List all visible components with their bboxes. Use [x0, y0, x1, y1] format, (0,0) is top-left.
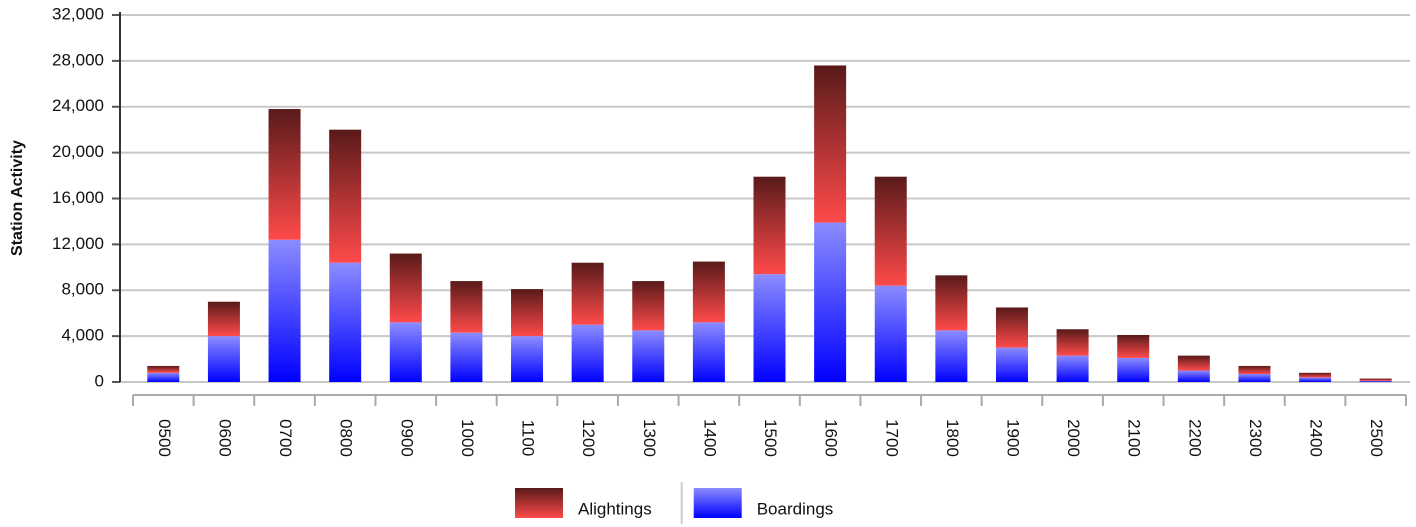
- x-tick-label: 1600: [822, 419, 841, 457]
- bar-segment: [329, 129, 362, 263]
- y-tick-label: 20,000: [52, 142, 104, 161]
- bar-segment: [1238, 373, 1271, 382]
- bar-segment: [1238, 365, 1271, 374]
- y-tick-label: 0: [95, 371, 104, 390]
- bar-segment: [571, 324, 604, 382]
- bar-segment: [1117, 357, 1150, 382]
- bar-segment: [207, 336, 240, 382]
- bar-segment: [389, 322, 422, 382]
- x-tick-label: 2300: [1246, 419, 1265, 457]
- bar-segment: [995, 347, 1028, 382]
- bar-segment: [874, 176, 907, 286]
- x-tick-label: 1500: [761, 419, 780, 457]
- x-tick-label: 1800: [943, 419, 962, 457]
- y-tick-label: 12,000: [52, 234, 104, 253]
- x-tick-label: 2000: [1064, 419, 1083, 457]
- x-tick-label: 2200: [1185, 419, 1204, 457]
- y-tick-label: 24,000: [52, 96, 104, 115]
- bar-segment: [632, 281, 665, 331]
- bar-segment: [1117, 334, 1150, 358]
- x-tick-label: 1700: [882, 419, 901, 457]
- x-tick-label: 0800: [337, 419, 356, 457]
- y-tick-label: 4,000: [61, 326, 104, 345]
- y-tick-label: 16,000: [52, 188, 104, 207]
- bar-segment: [147, 372, 180, 382]
- bar-segment: [1177, 355, 1210, 371]
- x-tick-label: 1100: [519, 420, 538, 457]
- x-tick-label: 1400: [700, 419, 719, 457]
- bar-segment: [329, 262, 362, 382]
- y-axis-label: Station Activity: [9, 140, 26, 256]
- bar-segment: [814, 65, 847, 223]
- x-tick-label: 2100: [1125, 419, 1144, 457]
- bar-segment: [814, 222, 847, 382]
- bar-segment: [450, 281, 483, 333]
- x-tick-label: 2500: [1367, 419, 1386, 457]
- bar-segment: [753, 176, 786, 275]
- bar-segment: [268, 239, 301, 382]
- bar-segment: [1299, 377, 1332, 382]
- x-tick-label: 1000: [458, 419, 477, 457]
- bar-segment: [571, 262, 604, 325]
- bar-segment: [1359, 378, 1392, 381]
- y-tick-label: 32,000: [52, 4, 104, 23]
- x-tick-label: 1200: [579, 419, 598, 457]
- bar-segment: [1359, 380, 1392, 382]
- x-tick-label: 1900: [1003, 419, 1022, 457]
- x-tick-label: 0700: [276, 419, 295, 457]
- bar-segment: [935, 275, 968, 331]
- bar-segment: [1056, 355, 1089, 382]
- bar-segment: [1299, 372, 1332, 378]
- legend-label: Boardings: [757, 499, 834, 518]
- x-tick-label: 0600: [215, 419, 234, 457]
- bar-segment: [753, 274, 786, 382]
- y-tick-label: 8,000: [61, 280, 104, 299]
- x-tick-label: 2400: [1307, 419, 1326, 457]
- bar-segment: [450, 332, 483, 382]
- x-tick-label: 0900: [397, 419, 416, 457]
- bar-segment: [268, 109, 301, 240]
- bar-segment: [935, 330, 968, 382]
- bar-segment: [511, 289, 544, 337]
- bar-segment: [1056, 329, 1089, 356]
- legend-swatch: [693, 488, 742, 518]
- legend-swatch: [515, 488, 563, 518]
- bar-segment: [511, 336, 544, 382]
- bar-segment: [207, 301, 240, 337]
- bar-segment: [389, 253, 422, 323]
- bar-segment: [147, 365, 180, 373]
- bar-segment: [692, 322, 725, 382]
- legend-label: Alightings: [578, 499, 652, 518]
- bar-segment: [1177, 370, 1210, 382]
- bar-segment: [995, 307, 1028, 348]
- x-tick-label: 1300: [640, 419, 659, 457]
- bar-segment: [692, 261, 725, 323]
- bar-segment: [632, 330, 665, 382]
- x-tick-label: 0500: [155, 419, 174, 457]
- y-tick-label: 28,000: [52, 50, 104, 69]
- bar-segment: [874, 285, 907, 382]
